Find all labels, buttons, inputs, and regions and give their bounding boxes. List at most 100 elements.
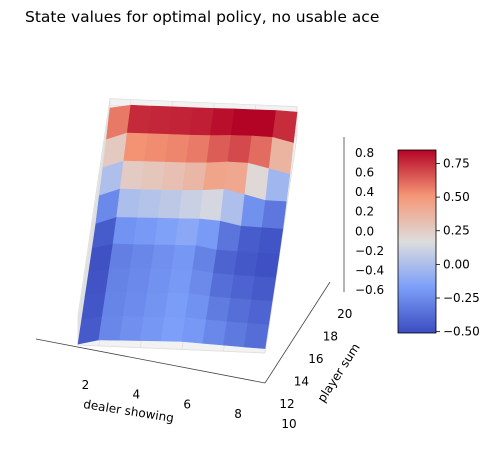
chart-title: State values for optimal policy, no usab…: [25, 8, 380, 26]
surface-face: [174, 218, 201, 247]
x-axis-line: [35, 338, 266, 384]
z-tick-label: 0.4: [355, 185, 374, 199]
surface-face: [212, 249, 239, 276]
surface-face: [227, 135, 253, 164]
z-tick-label: −0.4: [355, 263, 384, 277]
surface-mesh: [77, 104, 298, 349]
surface-face: [268, 137, 294, 175]
surface-face: [202, 319, 228, 346]
x-tick-label: 8: [234, 407, 242, 421]
colorbar: −0.50 −0.25 0.00 0.25 0.50 0.75: [397, 149, 480, 339]
surface-face: [254, 252, 280, 279]
colorbar-tick-label: 0.00: [443, 257, 470, 271]
grid-line: [264, 135, 298, 354]
surface-face: [251, 109, 277, 138]
surface-face: [192, 245, 218, 274]
surface-face: [119, 160, 145, 191]
surface-face: [123, 132, 149, 162]
surface-face: [247, 299, 273, 326]
grid-line: [77, 114, 111, 332]
surface-face: [188, 269, 214, 297]
surface-face: [140, 161, 166, 191]
surface-face: [101, 291, 128, 317]
surface-face: [261, 200, 287, 230]
surface-face: [164, 292, 190, 318]
colorbar-tick-label: −0.25: [443, 291, 480, 305]
surface-face: [237, 225, 263, 254]
surface-face: [144, 133, 170, 163]
surface-face: [154, 217, 180, 246]
y-tick-label: 16: [308, 352, 323, 366]
surface-face: [98, 315, 124, 341]
y-tick-label: 14: [294, 375, 309, 389]
surface-face: [244, 162, 270, 201]
z-tick-label: 0.8: [355, 146, 374, 160]
colorbar-tick-label: 0.75: [443, 156, 470, 170]
surface-face: [129, 244, 155, 270]
surface-face: [122, 292, 148, 318]
y-tick-label: 18: [323, 330, 338, 344]
surface-face: [164, 134, 190, 164]
surface-face: [202, 161, 228, 191]
surface-face: [143, 292, 169, 318]
surface-face: [189, 107, 215, 136]
colorbar-tick-label: −0.50: [443, 325, 480, 339]
surface-face: [209, 273, 235, 299]
x-tick-label: 4: [133, 388, 141, 402]
x-tick-label: 10: [281, 417, 296, 431]
surface-face: [112, 217, 138, 245]
surface-face: [116, 188, 142, 219]
z-tick-label: 0.0: [355, 224, 374, 238]
z-tick-label: 0.2: [355, 205, 374, 219]
surface-face: [209, 108, 236, 136]
surface-face: [119, 316, 145, 341]
z-tick-label: −0.2: [355, 244, 384, 258]
surface-face: [157, 189, 183, 220]
colorbar-gradient: [397, 149, 437, 334]
surface-face: [223, 161, 249, 195]
surface-face: [250, 276, 277, 302]
surface-face: [139, 316, 166, 342]
surface-face: [199, 188, 225, 222]
y-tick-label: 20: [337, 307, 352, 321]
surface-face: [181, 317, 207, 344]
z-tick-label: 0.6: [355, 166, 374, 180]
surface-face: [185, 134, 211, 164]
axis-lines: [35, 137, 345, 384]
surface-face: [171, 244, 197, 270]
surface-face: [233, 251, 259, 277]
surface-face: [247, 135, 274, 170]
y-axis-label: player sum: [315, 341, 363, 405]
surface-face: [126, 268, 152, 294]
y-tick-label: 12: [279, 397, 294, 411]
surface-face: [185, 293, 211, 321]
surface-face: [240, 194, 266, 229]
surface-face: [161, 161, 187, 191]
x-tick-label: 2: [82, 378, 90, 392]
surface-face: [147, 105, 173, 135]
surface-face: [182, 162, 208, 191]
surface-face: [258, 227, 284, 255]
grid-line: [77, 111, 111, 329]
surface-face: [216, 220, 242, 252]
colorbar-tick-label: 0.50: [443, 190, 470, 204]
surface-face: [178, 189, 204, 220]
y-axis-line: [264, 281, 331, 384]
surface-face: [206, 135, 232, 164]
surface-face: [265, 168, 291, 202]
grid-line: [77, 344, 266, 354]
surface-face: [109, 243, 135, 269]
surface-face: [147, 268, 173, 294]
x-axis-label: dealer showing: [82, 397, 174, 425]
surface-face: [168, 106, 194, 136]
surface-face: [205, 296, 231, 323]
z-tick-label: −0.6: [355, 283, 384, 297]
colorbar-tick-label: 0.25: [443, 224, 470, 238]
tick-labels: 2468101214161820−0.6−0.4−0.20.00.20.40.6…: [82, 146, 385, 431]
surface-face: [160, 316, 186, 342]
surface-face: [230, 108, 256, 137]
grid-line: [77, 108, 111, 326]
surface-face: [220, 188, 246, 227]
surface-face: [133, 217, 159, 246]
